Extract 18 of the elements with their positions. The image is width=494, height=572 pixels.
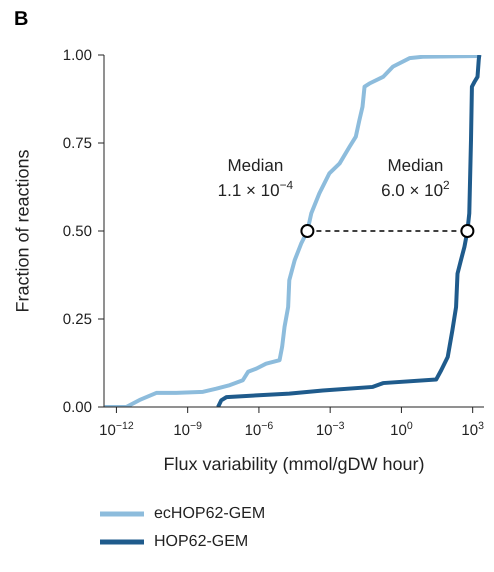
y-tick-label: 0.00 [62,399,92,416]
x-tick-label: 10$^{−12}$ [99,420,134,439]
y-tick-label: 1.00 [62,47,92,64]
x-tick-label: 10$^{−3}$ [316,420,345,439]
x-axis-title: Flux variability (mmol/gDW hour) [163,454,425,474]
x-tick-label: 10$^{0}$ [390,420,413,439]
y-tick-label: 0.50 [62,223,92,240]
annotation: Median 6.0 × 10$^{2}$ [381,156,450,200]
x-tick-label: 10$^{−6}$ [244,420,274,439]
y-axis-title: Fraction of reactions [12,149,32,313]
x-tick-label: 10$^{3}$ [461,420,484,439]
x-tick-label: 10$^{−9}$ [173,420,202,439]
legend-label: HOP62-GEM [154,533,248,551]
y-tick-label: 0.25 [62,311,92,328]
chart-title: B [14,8,28,31]
annotation: Median 1.1 × 10$^{−4}$ [218,156,294,200]
legend-label: ecHOP62-GEM [154,505,266,523]
y-tick-label: 0.75 [62,135,92,152]
